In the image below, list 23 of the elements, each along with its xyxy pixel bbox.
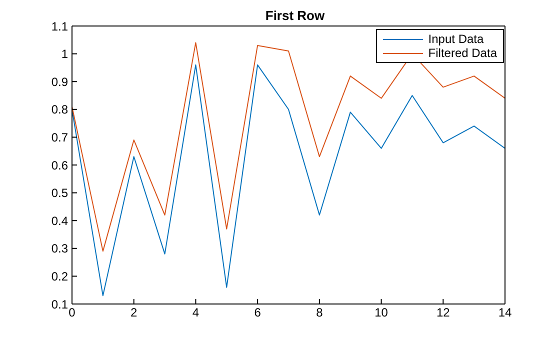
y-tick-label: 0.8: [51, 102, 68, 117]
y-tick-label: 0.3: [51, 242, 68, 256]
y-tick-label: 0.9: [51, 74, 68, 89]
y-tick-label: 1.1: [51, 19, 68, 34]
x-tick-label: 14: [498, 306, 512, 320]
x-tick-label: 0: [68, 306, 76, 320]
y-tick-label: 1: [61, 47, 68, 62]
chart-title: First Row: [265, 8, 325, 23]
x-tick-label: 8: [316, 306, 324, 320]
y-tick-label: 0.6: [51, 158, 68, 172]
y-tick-label: 0.5: [51, 186, 68, 200]
y-tick-label: 0.1: [51, 297, 68, 312]
x-tick-label: 12: [436, 306, 450, 320]
line-series: [72, 64, 505, 296]
y-tick-label: 0.2: [51, 269, 68, 284]
x-tick-label: 6: [254, 306, 262, 320]
x-tick-label: 2: [130, 306, 138, 320]
x-tick-label: 10: [374, 306, 388, 320]
legend-label: Filtered Data: [428, 46, 497, 60]
y-tick-label: 0.4: [51, 214, 68, 228]
x-tick-label: 4: [192, 306, 200, 320]
legend-label: Input Data: [428, 32, 484, 46]
y-tick-label: 0.7: [51, 130, 68, 144]
